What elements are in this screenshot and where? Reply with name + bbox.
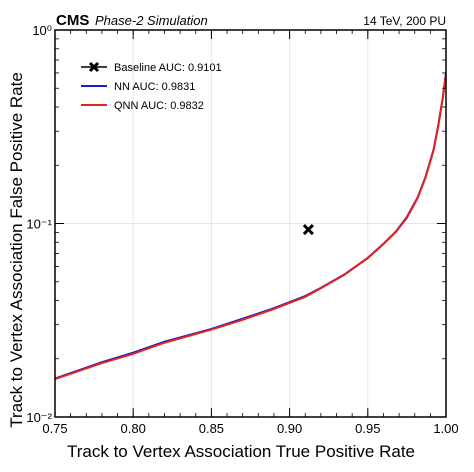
experiment-label: CMS [56,12,89,29]
conditions-label: 14 TeV, 200 PU [363,14,446,28]
x-tick-label: 0.75 [42,421,67,436]
y-tick-label: 10⁰ [32,23,52,38]
legend-label: QNN AUC: 0.9832 [114,100,204,112]
legend-label: NN AUC: 0.9831 [114,81,195,93]
x-tick-label: 1.00 [433,421,458,436]
x-tick-label: 0.95 [355,421,380,436]
legend-label: Baseline AUC: 0.9101 [114,62,222,74]
x-tick-label: 0.85 [199,421,224,436]
legend-swatch-marker [88,61,100,73]
ticks [54,29,447,418]
y-axis-title: Track to Vertex Association False Positi… [7,72,26,428]
x-tick-label: 0.90 [277,421,302,436]
y-tick-label: 10⁻¹ [26,217,52,232]
legend: Baseline AUC: 0.9101 NN AUC: 0.9831 QNN AU… [81,61,222,112]
simulation-tag: Phase-2 Simulation [95,13,208,28]
x-axis-title: Track to Vertex Association True Positiv… [67,442,415,461]
marker-stroke [302,224,314,236]
legend-entry: NN AUC: 0.9831 [81,81,195,93]
series-line-qnn [55,72,446,381]
series-line-nn [55,72,446,380]
legend-entry: Baseline AUC: 0.9101 [81,61,222,74]
series-layer [55,72,446,381]
x-tick-label: 0.80 [121,421,146,436]
tick-labels: 0.75 0.80 0.85 0.90 0.95 1.00 10⁻² 10⁻¹ 10⁰ [26,23,458,436]
legend-entry: QNN AUC: 0.9832 [81,100,204,112]
y-tick-label: 10⁻² [26,410,52,425]
baseline-marker [302,224,314,236]
